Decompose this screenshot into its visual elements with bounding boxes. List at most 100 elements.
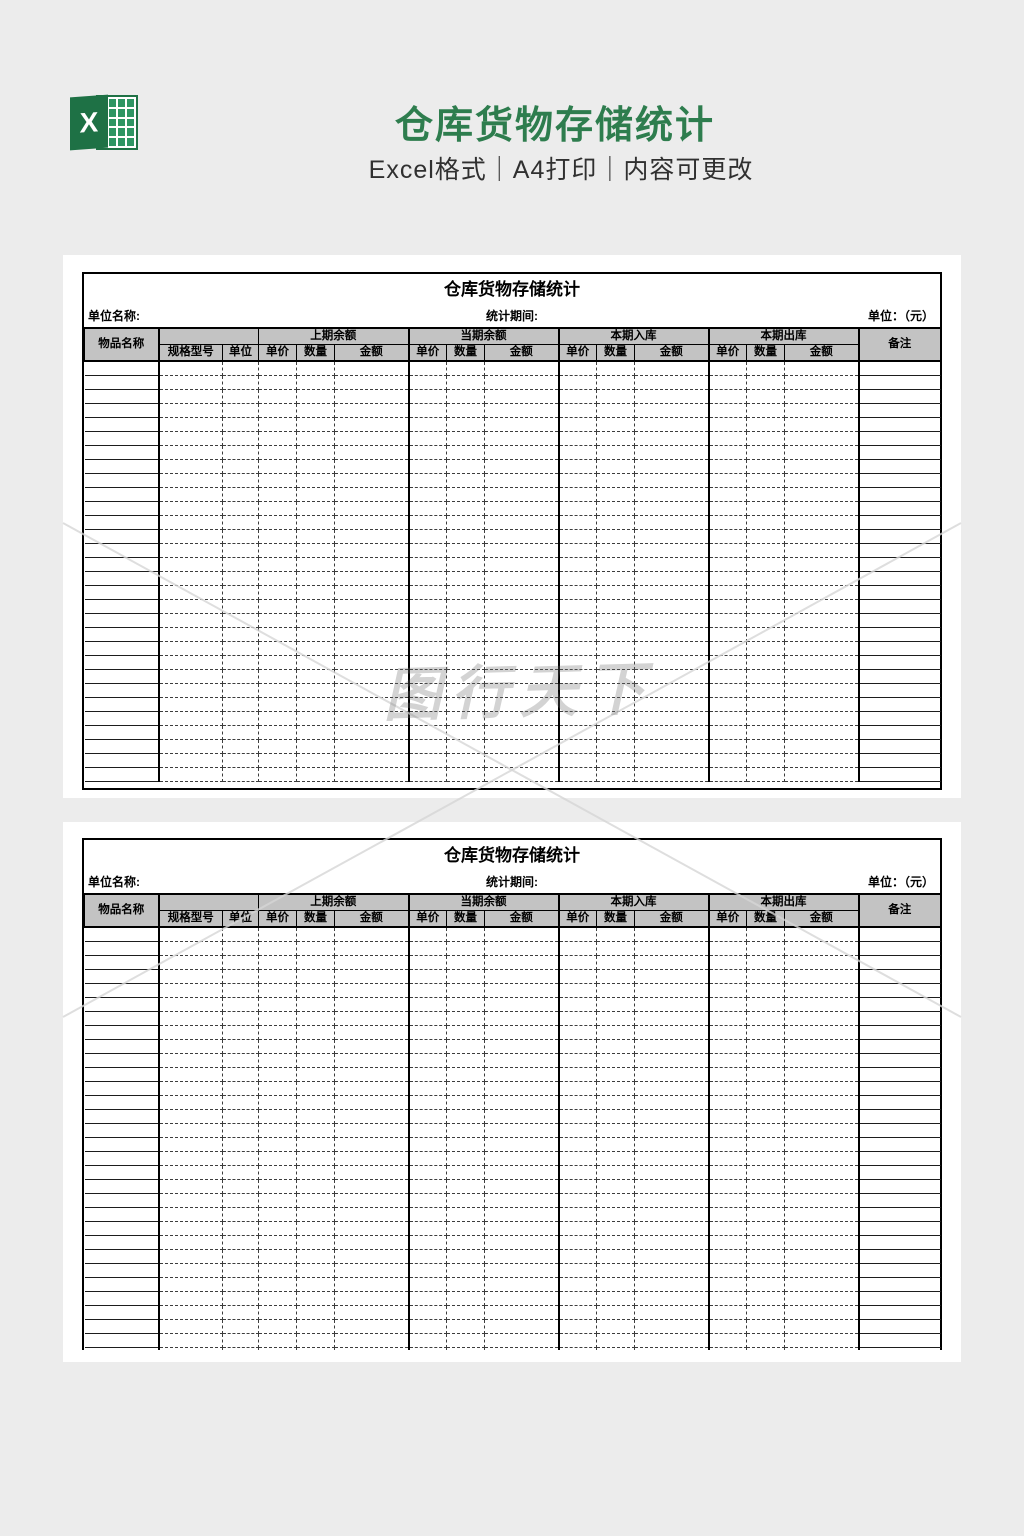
body-cell <box>784 1305 860 1320</box>
body-cell <box>557 1123 598 1138</box>
body-cell <box>857 613 941 628</box>
body-cell <box>222 501 259 516</box>
body-cell <box>84 711 160 726</box>
body-cell <box>557 1221 598 1236</box>
body-cell <box>634 487 710 502</box>
body-cell <box>296 1319 335 1334</box>
body-cell <box>746 983 786 998</box>
body-cell <box>258 1039 297 1054</box>
body-cell <box>707 1109 748 1124</box>
body-cell <box>258 1263 297 1278</box>
body-cell <box>596 1207 636 1222</box>
body-cell <box>596 767 636 782</box>
body-cell <box>484 669 560 684</box>
body-cell <box>222 599 259 614</box>
body-cell <box>334 585 410 600</box>
body-cell <box>84 1249 160 1264</box>
body-cell <box>707 1165 748 1180</box>
body-cell <box>407 1179 448 1194</box>
body-cell <box>158 1109 223 1124</box>
body-cell <box>84 1277 160 1292</box>
body-cell <box>784 627 860 642</box>
body-cell <box>258 375 297 390</box>
body-cell <box>446 711 486 726</box>
body-cell <box>634 403 710 418</box>
body-cell <box>258 725 297 740</box>
body-cell <box>446 417 486 432</box>
body-cell <box>84 417 160 432</box>
body-cell <box>634 697 710 712</box>
body-cell <box>222 711 259 726</box>
body-cell <box>446 641 486 656</box>
body-cell <box>222 627 259 642</box>
body-cell <box>258 983 297 998</box>
body-cell <box>784 613 860 628</box>
body-cell <box>484 1095 560 1110</box>
body-cell <box>407 1039 448 1054</box>
body-cell <box>446 1305 486 1320</box>
body-cell <box>407 725 448 740</box>
body-cell <box>84 403 160 418</box>
body-cell <box>484 473 560 488</box>
body-cell <box>258 767 297 782</box>
body-cell <box>707 739 748 754</box>
body-cell <box>446 1291 486 1306</box>
body-cell <box>707 1207 748 1222</box>
body-cell <box>596 753 636 768</box>
body-cell <box>707 969 748 984</box>
body-cell <box>446 403 486 418</box>
body-cell <box>407 1221 448 1236</box>
body-cell <box>596 557 636 572</box>
body-cell <box>707 767 748 782</box>
body-cell <box>557 983 598 998</box>
body-cell <box>857 445 941 460</box>
body-cell <box>446 613 486 628</box>
body-cell <box>407 627 448 642</box>
column-header-blank <box>157 893 259 911</box>
body-cell <box>596 1319 636 1334</box>
body-cell <box>222 1109 259 1124</box>
body-cell <box>634 641 710 656</box>
body-cell <box>296 1221 335 1236</box>
body-cell <box>446 599 486 614</box>
body-cell <box>746 1081 786 1096</box>
column-header-amount: 金额 <box>634 910 710 928</box>
body-cell <box>557 711 598 726</box>
column-group-outbound: 本期出库 <box>707 893 860 911</box>
body-cell <box>784 501 860 516</box>
body-cell <box>258 1305 297 1320</box>
body-cell <box>84 1347 160 1350</box>
body-cell <box>484 1179 560 1194</box>
body-cell <box>784 1249 860 1264</box>
body-cell <box>596 697 636 712</box>
body-cell <box>557 1137 598 1152</box>
body-cell <box>334 1067 410 1082</box>
body-cell <box>158 1165 223 1180</box>
body-cell <box>296 955 335 970</box>
body-cell <box>158 655 223 670</box>
body-cell <box>296 487 335 502</box>
body-cell <box>407 739 448 754</box>
table-row <box>84 1039 941 1054</box>
body-cell <box>258 487 297 502</box>
body-cell <box>784 459 860 474</box>
table-row <box>84 431 941 446</box>
body-cell <box>707 557 748 572</box>
body-cell <box>857 1305 941 1320</box>
body-cell <box>407 697 448 712</box>
body-cell <box>634 927 710 942</box>
body-cell <box>634 1193 710 1208</box>
body-cell <box>296 697 335 712</box>
body-cell <box>784 1165 860 1180</box>
body-cell <box>334 669 410 684</box>
body-cell <box>557 459 598 474</box>
card-title: 仓库货物存储统计 <box>444 280 580 299</box>
body-cell <box>484 1207 560 1222</box>
body-cell <box>446 515 486 530</box>
body-cell <box>222 655 259 670</box>
body-cell <box>334 1095 410 1110</box>
body-cell <box>334 955 410 970</box>
body-cell <box>446 955 486 970</box>
body-cell <box>334 613 410 628</box>
body-cell <box>746 1011 786 1026</box>
